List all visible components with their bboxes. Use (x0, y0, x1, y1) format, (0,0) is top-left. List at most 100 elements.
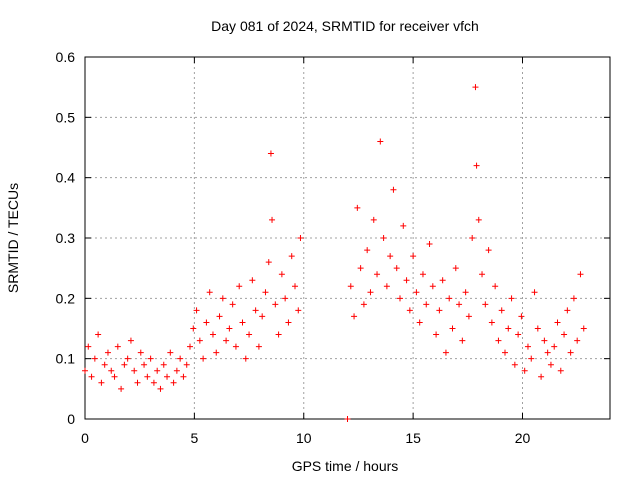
data-point (127, 337, 134, 344)
data-point (104, 349, 111, 356)
data-point (170, 379, 177, 386)
data-point (393, 265, 400, 272)
data-point (397, 295, 403, 302)
data-point (557, 367, 564, 374)
data-point (209, 331, 216, 338)
data-point (528, 355, 535, 362)
data-point (561, 331, 568, 338)
data-point (269, 216, 276, 223)
data-point (144, 373, 151, 380)
data-point (95, 331, 102, 338)
x-tick-label: 5 (190, 430, 198, 446)
data-point (101, 361, 108, 368)
x-axis-label: GPS time / hours (292, 458, 399, 474)
data-point (370, 216, 377, 223)
data-point (85, 343, 92, 350)
data-point (515, 331, 522, 338)
data-point (292, 283, 298, 290)
data-point (574, 337, 581, 344)
data-point (400, 222, 407, 229)
data-point (452, 265, 459, 272)
data-point (524, 343, 531, 350)
data-point (357, 265, 364, 272)
data-point (150, 379, 157, 386)
data-point (465, 313, 472, 320)
data-point (534, 325, 541, 332)
y-tick-label: 0.4 (56, 170, 76, 186)
data-point (118, 385, 125, 392)
data-point (413, 289, 420, 296)
data-point (351, 313, 358, 320)
grid (85, 57, 610, 419)
x-tick-label: 15 (405, 430, 421, 446)
y-tick-label: 0 (67, 411, 75, 427)
data-point (354, 204, 361, 211)
data-point (416, 319, 423, 326)
data-point (262, 289, 269, 296)
data-point (229, 301, 236, 308)
data-point (479, 271, 486, 278)
data-point (502, 349, 508, 356)
y-tick-label: 0.6 (56, 49, 76, 65)
data-point (508, 295, 515, 302)
data-point (475, 216, 482, 223)
data-point (111, 373, 118, 380)
data-point (436, 307, 443, 314)
data-point (419, 271, 426, 278)
data-point (246, 331, 253, 338)
data-point (495, 337, 502, 344)
data-point (160, 361, 167, 368)
y-tick-label: 0.3 (56, 230, 76, 246)
data-point (433, 331, 440, 338)
data-point (278, 271, 285, 278)
data-point (137, 349, 144, 356)
data-point (187, 343, 193, 350)
data-point (505, 325, 512, 332)
data-point (456, 301, 463, 308)
data-point (426, 241, 433, 248)
data-point (364, 247, 371, 254)
data-point (367, 289, 374, 296)
data-point (442, 349, 449, 356)
data-point (488, 319, 495, 326)
data-point (551, 343, 558, 350)
x-tick-label: 10 (296, 430, 312, 446)
data-point (267, 150, 274, 157)
data-point (164, 373, 171, 380)
data-point (141, 361, 148, 368)
data-point (344, 416, 351, 422)
data-point (462, 289, 469, 296)
data-point (521, 367, 528, 374)
chart-title: Day 081 of 2024, SRMTID for receiver vfc… (211, 18, 479, 34)
data-point (275, 331, 282, 338)
data-point (383, 283, 390, 290)
data-point (518, 313, 525, 320)
data-point (538, 373, 545, 380)
data-point (180, 373, 187, 380)
data-point (252, 307, 259, 314)
y-tick-label: 0.2 (56, 290, 76, 306)
data-point (564, 307, 571, 314)
data-point (147, 355, 154, 362)
data-point (223, 337, 230, 344)
data-point (91, 355, 98, 362)
data-point (511, 361, 518, 368)
data-point (134, 379, 141, 386)
data-point (226, 325, 233, 332)
data-point (567, 349, 574, 356)
data-point (403, 277, 410, 284)
data-point (554, 319, 561, 326)
data-point (216, 313, 223, 320)
data-point (183, 361, 190, 368)
data-point (429, 283, 436, 290)
data-point (374, 271, 381, 278)
data-point (213, 349, 220, 356)
data-point (249, 277, 256, 284)
data-point (98, 379, 105, 386)
data-point (406, 307, 413, 314)
data-point (544, 349, 551, 356)
data-point (121, 361, 128, 368)
data-point (469, 235, 476, 241)
